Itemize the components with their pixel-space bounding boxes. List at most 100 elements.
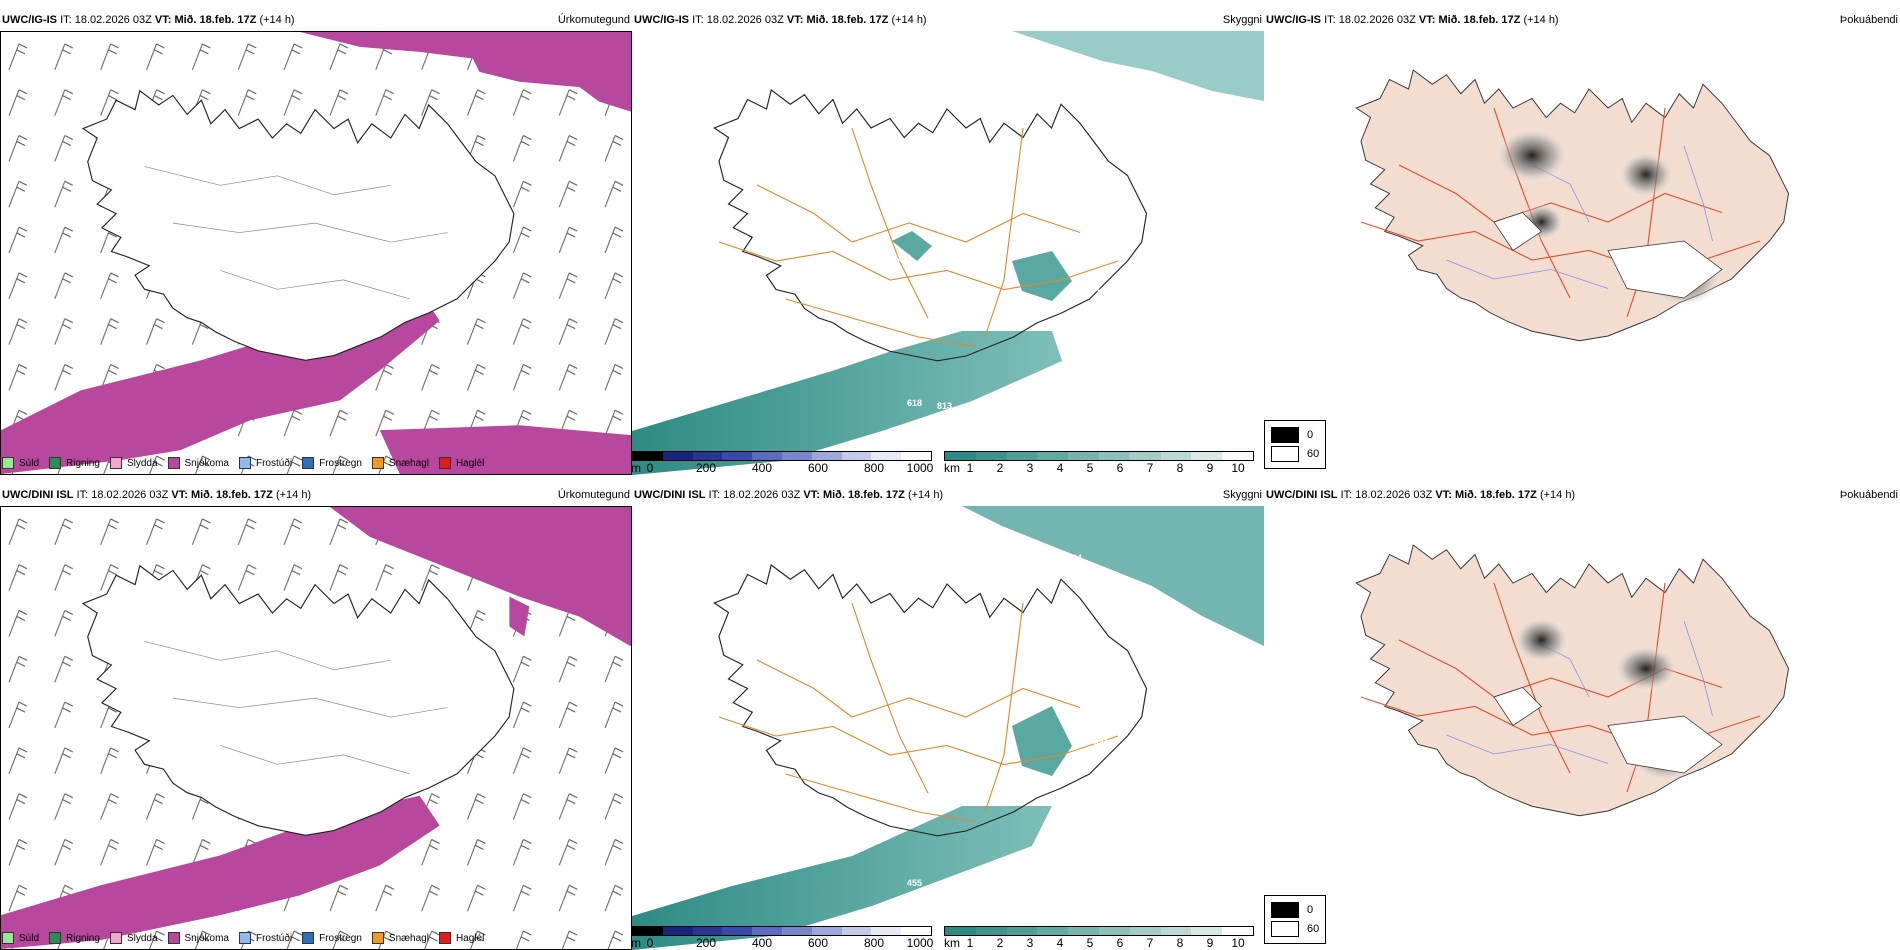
visibility-colorbar bbox=[944, 451, 1254, 461]
lead-time: (+14 h) bbox=[891, 14, 927, 26]
low-visibility-area bbox=[1012, 706, 1072, 776]
vt-value: Mið. 18.feb. 17Z bbox=[806, 14, 889, 26]
legend-swatch bbox=[438, 932, 451, 944]
legend-item: Frostregn bbox=[302, 932, 362, 944]
tick-label: 1000 bbox=[906, 936, 934, 950]
legend-item: Slydda bbox=[109, 457, 158, 469]
legend-swatch bbox=[167, 932, 180, 944]
model-name: UWC/DINI ISL bbox=[2, 489, 74, 501]
tick-label: 800 bbox=[863, 461, 885, 475]
fog-legend: 0 60 bbox=[1264, 895, 1327, 944]
lead-time: (+14 h) bbox=[907, 489, 944, 501]
it-label: IT: bbox=[692, 14, 704, 26]
legend-item: Súld bbox=[2, 457, 39, 469]
tick-label: 0 bbox=[646, 461, 654, 475]
tick-label: 9 bbox=[1206, 936, 1214, 950]
it-value: 18.02.2026 03Z bbox=[1355, 489, 1433, 501]
vt-label: VT: bbox=[171, 489, 188, 501]
precip-panel-bottom: UWC/DINI ISL IT: 18.02.2026 03Z VT: Mið.… bbox=[0, 485, 632, 950]
tick-label: 3 bbox=[1026, 936, 1034, 950]
tick-label: 200 bbox=[695, 936, 717, 950]
precip-panel-top: UWC/IG-IS IT: 18.02.2026 03Z VT: Mið. 18… bbox=[0, 10, 632, 475]
precip-map bbox=[0, 506, 632, 950]
tick-label: 1 bbox=[966, 461, 974, 475]
visibility-panel-top: UWC/IG-IS IT: 18.02.2026 03Z VT: Mið. 18… bbox=[632, 10, 1264, 475]
it-label: IT: bbox=[708, 489, 721, 501]
fog-swatch-light bbox=[1271, 446, 1299, 462]
legend-label: Frostúði bbox=[255, 932, 293, 944]
legend-label: Haglél bbox=[455, 457, 485, 469]
visibility-value: 618 bbox=[907, 398, 922, 408]
legend-item: Haglél bbox=[438, 932, 485, 944]
model-name: UWC/IG-IS bbox=[634, 14, 689, 26]
cloud-base-scale: m 0 200 400 600 800 1000 bbox=[632, 451, 934, 475]
it-label: IT: bbox=[1340, 489, 1353, 501]
tick-label: 7 bbox=[1146, 461, 1154, 475]
low-visibility-area bbox=[1012, 251, 1072, 301]
tick-label: 6 bbox=[1116, 936, 1124, 950]
tick-label: 1 bbox=[966, 936, 974, 950]
vt-label: VT: bbox=[154, 14, 172, 26]
legend-swatch bbox=[109, 457, 122, 469]
tick-label: 7 bbox=[1146, 936, 1154, 950]
legend-item: Frostúði bbox=[238, 457, 293, 469]
visibility-ticks: km 1 2 3 4 5 6 7 8 9 10 bbox=[944, 936, 1254, 950]
tick-unit: m bbox=[632, 461, 641, 475]
fog-swatch-light bbox=[1271, 921, 1299, 937]
snow-area bbox=[469, 51, 631, 92]
tick-label: 10 bbox=[1231, 461, 1245, 475]
panel-header: UWC/DINI ISL IT: 18.02.2026 03Z VT: Mið.… bbox=[1266, 489, 1575, 501]
legend-label: Slydda bbox=[126, 932, 158, 944]
tick-label: 1000 bbox=[906, 461, 934, 475]
tick-unit: km bbox=[944, 461, 960, 475]
fog-legend-label: 0 bbox=[1307, 904, 1314, 916]
tick-label: 400 bbox=[751, 461, 773, 475]
legend-item: Snjókoma bbox=[167, 457, 229, 469]
snow-area bbox=[509, 596, 530, 637]
precip-map bbox=[0, 31, 632, 475]
legend-label: Snjókoma bbox=[184, 932, 229, 944]
model-name: UWC/DINI ISL bbox=[634, 489, 706, 501]
legend-label: Frostregn bbox=[319, 457, 362, 469]
lead-time: (+14 h) bbox=[1539, 489, 1576, 501]
legend-label: Frostúði bbox=[255, 457, 293, 469]
legend-swatch bbox=[238, 932, 251, 944]
tick-label: 3 bbox=[1026, 461, 1034, 475]
cloud-base-colorbar bbox=[632, 926, 932, 936]
legend-item: Súld bbox=[2, 932, 39, 944]
legend-item: Snjókoma bbox=[167, 932, 229, 944]
snow-area bbox=[329, 507, 631, 647]
vt-label: VT: bbox=[786, 14, 804, 26]
vt-label: VT: bbox=[1418, 14, 1436, 26]
visibility-value: 05 bbox=[1142, 608, 1152, 618]
model-name: UWC/IG-IS bbox=[1266, 14, 1321, 26]
legend-label: Haglél bbox=[455, 932, 485, 944]
visibility-scale: km 1 2 3 4 5 6 7 8 9 10 bbox=[944, 926, 1254, 950]
fog-legend-row: 60 bbox=[1271, 446, 1319, 462]
tick-label: 4 bbox=[1056, 936, 1064, 950]
tick-label: 600 bbox=[807, 936, 829, 950]
tick-label: 9 bbox=[1206, 461, 1214, 475]
it-value: 18.02.2026 03Z bbox=[723, 489, 801, 501]
cloud-base-ticks: m 0 200 400 600 800 1000 bbox=[632, 936, 934, 950]
legend-label: Snjókoma bbox=[184, 457, 229, 469]
fog-panel-top: UWC/IG-IS IT: 18.02.2026 03Z VT: Mið. 18… bbox=[1264, 10, 1900, 475]
legend-label: Slydda bbox=[126, 457, 158, 469]
tick-label: 2 bbox=[996, 461, 1004, 475]
tick-label: 8 bbox=[1176, 461, 1184, 475]
fog-legend-label: 60 bbox=[1307, 448, 1320, 460]
visibility-ticks: km 1 2 3 4 5 6 7 8 9 10 bbox=[944, 461, 1254, 475]
vt-label: VT: bbox=[1435, 489, 1452, 501]
model-name: UWC/DINI ISL bbox=[1266, 489, 1338, 501]
visibility-scales: m 0 200 400 600 800 1000 km 1 2 3 4 5 6 … bbox=[632, 451, 1264, 475]
panel-type-title: Skyggni bbox=[1222, 14, 1262, 26]
panel-type-title: Úrkomutegund bbox=[557, 14, 630, 26]
low-visibility-area bbox=[962, 506, 1264, 646]
legend-label: Frostregn bbox=[319, 932, 362, 944]
tick-label: 0 bbox=[646, 936, 654, 950]
tick-label: 5 bbox=[1086, 461, 1094, 475]
panel-type-title: Úrkomutegund bbox=[557, 489, 630, 501]
low-visibility-area bbox=[1012, 31, 1264, 101]
visibility-colorbar bbox=[944, 926, 1254, 936]
tick-label: 4 bbox=[1056, 461, 1064, 475]
